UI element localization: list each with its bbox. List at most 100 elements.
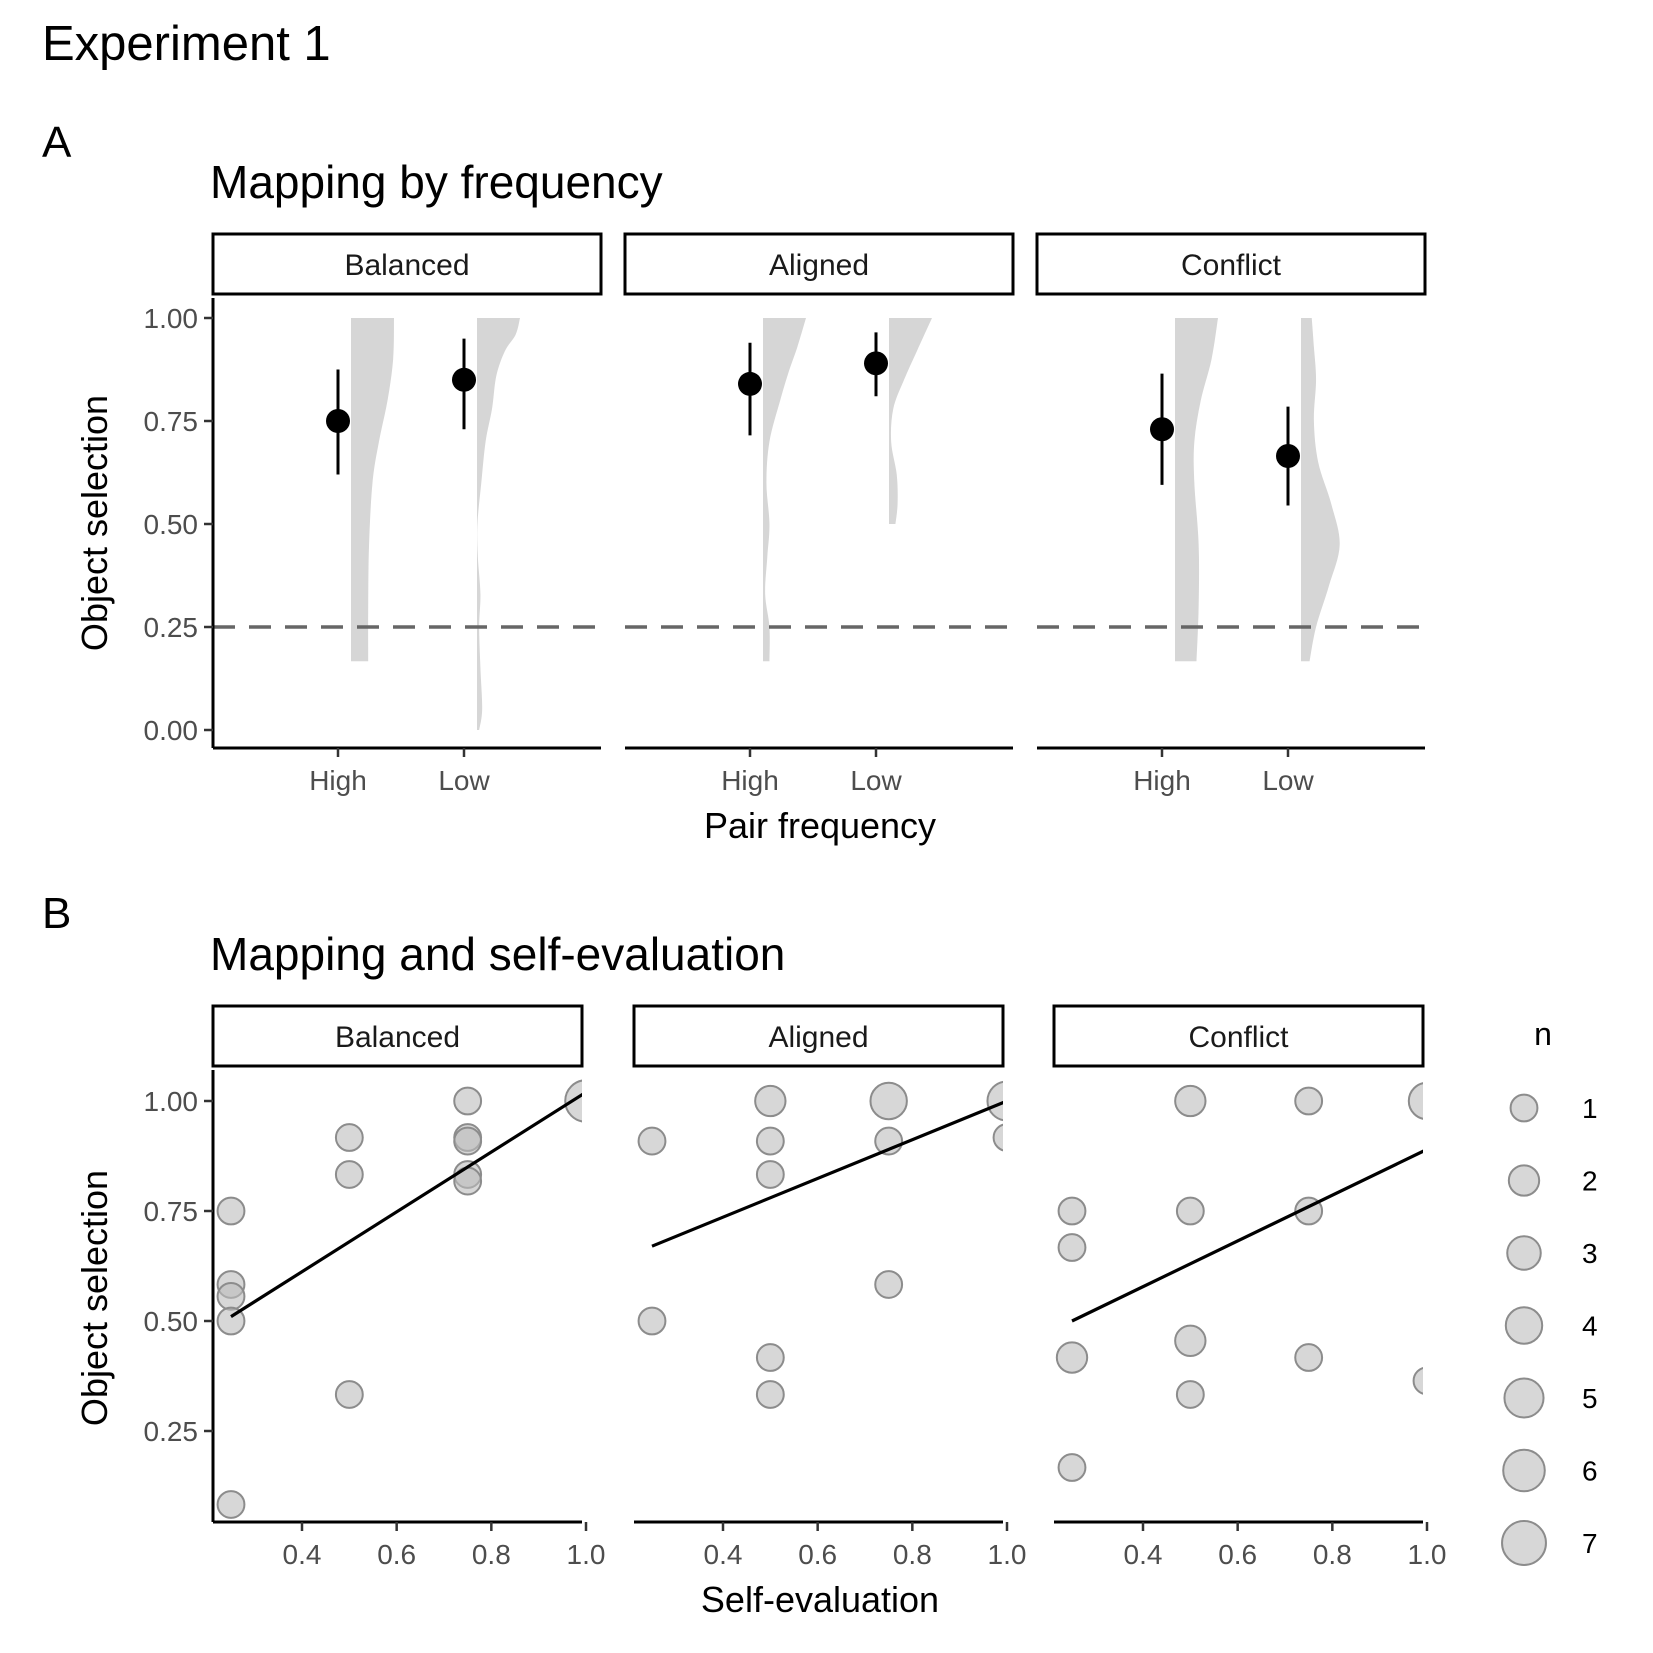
x-tick-label: 0.8 — [472, 1539, 511, 1570]
legend-key-label: 2 — [1582, 1166, 1598, 1197]
legend-key-label: 4 — [1582, 1311, 1598, 1342]
data-bubble — [1412, 1366, 1423, 1395]
data-bubble — [1055, 1341, 1089, 1374]
y-tick-label: 0.25 — [144, 1416, 199, 1447]
legend-key-circle — [1506, 1235, 1542, 1271]
data-bubble — [1174, 1324, 1207, 1357]
facet-strip-label: Balanced — [335, 1021, 460, 1054]
facet-strip — [632, 1004, 1005, 1068]
regression-line — [1071, 1149, 1423, 1323]
panel-a-tag: A — [42, 118, 72, 167]
data-bubble — [453, 1086, 483, 1116]
y-tick-label: 1.00 — [144, 303, 199, 334]
data-bubble — [992, 1123, 1003, 1152]
density-low — [477, 318, 520, 730]
data-bubble — [1057, 1233, 1087, 1262]
legend-key-circle — [1503, 1377, 1545, 1419]
y-axis-title: Object selection — [74, 395, 115, 651]
figure-title: Experiment 1 — [42, 17, 331, 71]
regression-line — [651, 1100, 1003, 1248]
data-bubble — [453, 1126, 483, 1156]
data-bubble — [986, 1080, 1003, 1122]
mean-point-low — [864, 351, 888, 376]
y-tick-label: 0.50 — [144, 509, 199, 540]
x-tick-label: 1.0 — [567, 1539, 606, 1570]
legend-key-circle — [1509, 1093, 1539, 1123]
x-tick-label-high: High — [721, 765, 779, 796]
panel-b-tag: B — [42, 889, 71, 938]
x-tick-label-low: Low — [438, 765, 490, 796]
x-tick-label: 0.4 — [283, 1539, 322, 1570]
facet-strip — [211, 232, 603, 296]
x-tick-label: 0.6 — [798, 1539, 837, 1570]
data-bubble — [1057, 1196, 1087, 1226]
data-bubble — [1175, 1196, 1205, 1226]
legend-key-label: 5 — [1582, 1383, 1598, 1414]
legend-key-circle — [1507, 1164, 1541, 1197]
y-tick-label: 0.75 — [144, 406, 199, 437]
facet-strip-label: Aligned — [769, 249, 869, 282]
facet-marks — [637, 1080, 1003, 1409]
data-bubble — [755, 1126, 785, 1156]
mean-point-high — [1150, 417, 1174, 442]
y-tick-label: 1.00 — [144, 1086, 199, 1117]
data-bubble — [1057, 1453, 1087, 1482]
data-bubble — [216, 1281, 246, 1311]
x-tick-label-low: Low — [850, 765, 902, 796]
chart-b-title: Mapping and self-evaluation — [210, 928, 785, 980]
legend-key-label: 7 — [1582, 1528, 1598, 1559]
data-bubble — [1294, 1086, 1324, 1116]
facet-conflict: Conflict High Low — [1035, 232, 1427, 796]
panel-b-plot: Balanced 0.4 0.6 0.8 1.0 0.25 0.50 0.75 1.00 Alig… — [74, 1004, 1447, 1620]
size-legend: n 1 2 3 4 5 6 7 — [1501, 1016, 1598, 1566]
facet-marks — [1055, 1082, 1423, 1482]
data-bubble — [637, 1126, 667, 1156]
regression-line — [230, 1092, 582, 1318]
density-high — [763, 318, 806, 662]
x-axis-title: Self-evaluation — [701, 1579, 939, 1620]
legend-key-label: 6 — [1582, 1456, 1598, 1487]
facet-strip — [1052, 1004, 1425, 1068]
facet-strip-label: Conflict — [1188, 1021, 1289, 1054]
legend-key-circle — [1502, 1448, 1546, 1493]
legend-key-label: 3 — [1582, 1238, 1598, 1269]
density-low — [889, 318, 932, 524]
x-tick-label: 1.0 — [988, 1539, 1027, 1570]
x-tick-label: 0.4 — [1124, 1539, 1163, 1570]
y-axis-title: Object selection — [74, 1170, 115, 1426]
facet-marks — [216, 1079, 582, 1519]
mean-point-high — [326, 409, 350, 433]
density-high — [351, 318, 394, 662]
facet-strip-label: Conflict — [1181, 249, 1282, 282]
y-tick-label: 0.50 — [144, 1306, 199, 1337]
x-tick-label: 0.4 — [704, 1539, 743, 1570]
data-bubble — [755, 1343, 785, 1372]
density-high — [1175, 318, 1218, 662]
data-bubble — [754, 1084, 787, 1118]
x-tick-label: 0.8 — [1313, 1539, 1352, 1570]
legend-key-circle — [1501, 1520, 1547, 1566]
data-bubble — [334, 1380, 364, 1409]
data-bubble — [869, 1081, 908, 1121]
x-tick-label: 1.0 — [1408, 1539, 1447, 1570]
mean-point-low — [452, 367, 476, 392]
facet-strip-label: Balanced — [344, 249, 469, 282]
legend-key-label: 1 — [1582, 1093, 1598, 1124]
facet-balanced: Balanced High Low 0.00 0.25 0.50 0.75 1.00 — [144, 232, 603, 796]
data-bubble — [755, 1380, 785, 1409]
legend-title: n — [1534, 1016, 1552, 1052]
x-tick-label-high: High — [1133, 765, 1191, 796]
x-axis-title: Pair frequency — [704, 805, 936, 846]
data-bubble — [216, 1490, 246, 1519]
facet-strip — [1035, 232, 1427, 296]
data-bubble — [874, 1270, 904, 1299]
data-bubble — [216, 1306, 246, 1336]
facet-aligned: Aligned 0.4 0.6 0.8 1.0 — [632, 1004, 1027, 1570]
density-low — [1301, 318, 1340, 662]
facet-balanced: Balanced 0.4 0.6 0.8 1.0 0.25 0.50 0.75 1.00 — [144, 1004, 606, 1570]
facet-strip — [211, 1004, 584, 1068]
y-tick-label: 0.75 — [144, 1196, 199, 1227]
x-tick-label-low: Low — [1262, 765, 1314, 796]
data-bubble — [1175, 1380, 1205, 1409]
